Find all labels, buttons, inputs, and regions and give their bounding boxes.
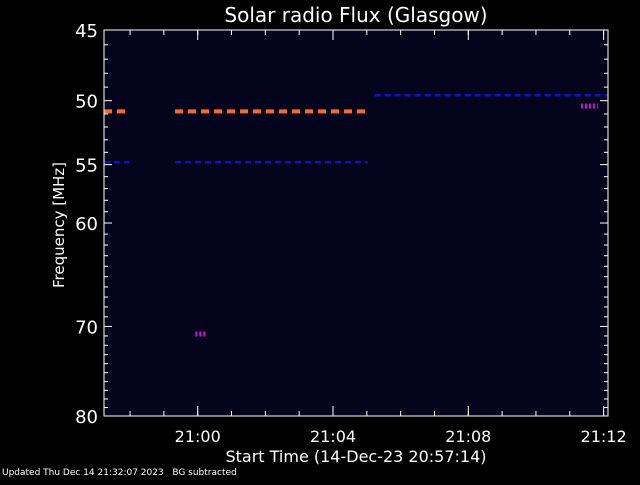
plot-area bbox=[104, 30, 608, 416]
footer-text: Updated Thu Dec 14 21:32:07 2023 BG subt… bbox=[2, 468, 237, 478]
x-tick-label: 21:04 bbox=[310, 427, 356, 446]
footer-updated: Updated Thu Dec 14 21:32:07 2023 bbox=[2, 468, 164, 478]
y-axis-label: Frequency [MHz] bbox=[50, 162, 68, 288]
y-tick-label: 70 bbox=[75, 317, 98, 338]
x-tick-label: 21:08 bbox=[445, 427, 491, 446]
y-tick-label: 60 bbox=[75, 214, 98, 235]
plot-background bbox=[104, 30, 608, 416]
x-axis-label: Start Time (14-Dec-23 20:57:14) bbox=[225, 447, 486, 466]
y-tick-label: 45 bbox=[75, 21, 98, 42]
y-tick-label: 80 bbox=[75, 407, 98, 428]
chart-title: Solar radio Flux (Glasgow) bbox=[224, 3, 487, 27]
y-tick-label: 50 bbox=[75, 92, 98, 113]
footer-note: BG subtracted bbox=[172, 468, 237, 478]
y-tick-label: 55 bbox=[75, 156, 98, 177]
axes: 45 50 55 60 70 80 21:00 21:04 21:08 21:12 bbox=[75, 21, 627, 446]
x-tick-label: 21:12 bbox=[581, 427, 627, 446]
x-tick-label: 21:00 bbox=[175, 427, 221, 446]
